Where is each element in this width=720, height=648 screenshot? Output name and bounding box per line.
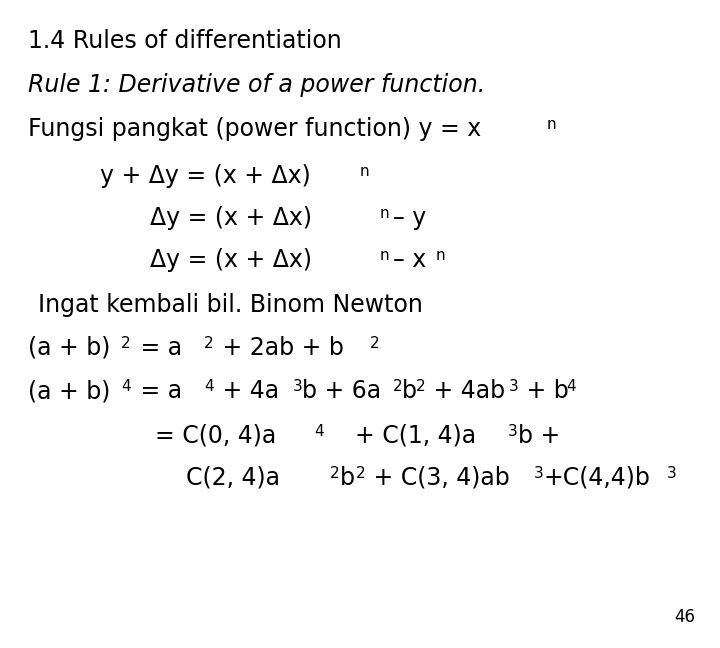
Text: 4: 4 bbox=[566, 379, 575, 394]
Text: = a: = a bbox=[133, 379, 182, 403]
Text: + C(1, 4)a: + C(1, 4)a bbox=[340, 424, 476, 448]
Text: y + Δy = (x + Δx): y + Δy = (x + Δx) bbox=[100, 164, 311, 188]
Text: Δy = (x + Δx): Δy = (x + Δx) bbox=[150, 206, 312, 230]
Text: 2: 2 bbox=[356, 466, 366, 481]
Text: + 4a: + 4a bbox=[215, 379, 279, 403]
Text: + b: + b bbox=[519, 379, 569, 403]
Text: 3: 3 bbox=[534, 466, 544, 481]
Text: n: n bbox=[380, 248, 390, 263]
Text: b +: b + bbox=[518, 424, 560, 448]
Text: C(2, 4)a: C(2, 4)a bbox=[186, 466, 280, 490]
Text: = a: = a bbox=[133, 336, 182, 360]
Text: 2: 2 bbox=[204, 336, 214, 351]
Text: (a + b): (a + b) bbox=[28, 336, 110, 360]
Text: 2: 2 bbox=[370, 336, 379, 351]
Text: Ingat kembali bil. Binom Newton: Ingat kembali bil. Binom Newton bbox=[38, 293, 423, 317]
Text: 2: 2 bbox=[393, 379, 402, 394]
Text: 3: 3 bbox=[667, 466, 677, 481]
Text: 4: 4 bbox=[204, 379, 214, 394]
Text: Fungsi pangkat (power function) y = x: Fungsi pangkat (power function) y = x bbox=[28, 117, 481, 141]
Text: 2: 2 bbox=[330, 466, 340, 481]
Text: 4: 4 bbox=[314, 424, 323, 439]
Text: n: n bbox=[547, 117, 557, 132]
Text: + 4ab: + 4ab bbox=[426, 379, 505, 403]
Text: n: n bbox=[380, 206, 390, 221]
Text: + 2ab + b: + 2ab + b bbox=[215, 336, 344, 360]
Text: 2: 2 bbox=[121, 336, 130, 351]
Text: 3: 3 bbox=[293, 379, 302, 394]
Text: 2: 2 bbox=[416, 379, 426, 394]
Text: = C(0, 4)a: = C(0, 4)a bbox=[155, 424, 276, 448]
Text: n: n bbox=[360, 164, 369, 179]
Text: 3: 3 bbox=[508, 424, 518, 439]
Text: 1.4 Rules of differentiation: 1.4 Rules of differentiation bbox=[28, 29, 342, 53]
Text: 4: 4 bbox=[121, 379, 130, 394]
Text: – y: – y bbox=[393, 206, 426, 230]
Text: +C(4,4)b: +C(4,4)b bbox=[544, 466, 651, 490]
Text: 3: 3 bbox=[509, 379, 518, 394]
Text: + C(3, 4)ab: + C(3, 4)ab bbox=[366, 466, 510, 490]
Text: Δy = (x + Δx): Δy = (x + Δx) bbox=[150, 248, 312, 272]
Text: n: n bbox=[436, 248, 446, 263]
Text: b: b bbox=[402, 379, 417, 403]
Text: (a + b): (a + b) bbox=[28, 379, 110, 403]
Text: Rule 1: Derivative of a power function.: Rule 1: Derivative of a power function. bbox=[28, 73, 485, 97]
Text: b + 6a: b + 6a bbox=[302, 379, 381, 403]
Text: – x: – x bbox=[393, 248, 426, 272]
Text: b: b bbox=[340, 466, 355, 490]
Text: 46: 46 bbox=[674, 608, 695, 626]
